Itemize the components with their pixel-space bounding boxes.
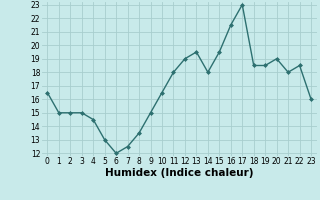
X-axis label: Humidex (Indice chaleur): Humidex (Indice chaleur): [105, 168, 253, 178]
